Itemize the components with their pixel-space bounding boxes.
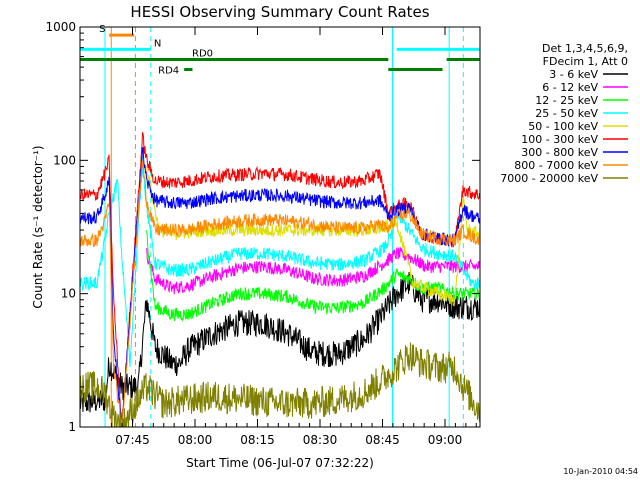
legend-header-1: FDecim 1, Att 0 [543,55,628,68]
x-tick-label-4: 08:45 [365,433,400,447]
series-line-1 [146,246,481,295]
x-axis-ticks: 07:45 08:00 08:15 08:30 08:45 09:00 [111,27,477,447]
chart-title: HESSI Observing Summary Count Rates [130,3,429,21]
x-axis-label: Start Time (06-Jul-07 07:32:22) [186,456,374,470]
legend: Det 1,3,4,5,6,9,FDecim 1, Att 03 - 6 keV… [500,42,628,185]
legend-entry-4: 50 - 100 keV [528,120,598,133]
y-tick-label-0: 1 [68,420,76,434]
series-line-7 [79,160,480,428]
flag-label-1: N [154,38,161,49]
flag-label-0: S [99,24,105,35]
series-line-0 [79,271,480,413]
legend-entry-8: 7000 - 20000 keV [500,172,598,185]
y-axis-ticks: 1 10 100 1000 [45,20,480,434]
legend-entry-6: 300 - 800 keV [521,146,598,159]
flag-label-3: RD0 [192,49,213,60]
y-tick-label-1: 10 [61,287,76,301]
flag-label-5: RD4 [158,66,179,77]
legend-entry-0: 3 - 6 keV [549,68,598,81]
legend-entry-1: 6 - 12 keV [542,81,598,94]
legend-entry-7: 800 - 7000 keV [514,159,598,172]
legend-entry-5: 100 - 300 keV [521,133,598,146]
legend-entry-3: 25 - 50 keV [535,107,598,120]
legend-header-0: Det 1,3,4,5,6,9, [542,42,628,55]
x-tick-label-5: 09:00 [428,433,463,447]
x-tick-label-3: 08:30 [303,433,338,447]
x-tick-label-0: 07:45 [115,433,150,447]
x-tick-label-1: 08:00 [178,433,213,447]
y-axis-label: Count Rate (s⁻¹ detector⁻¹) [31,145,45,308]
y-tick-label-2: 100 [53,153,76,167]
series-lines [79,132,481,428]
y-tick-label-3: 1000 [45,20,76,34]
series-line-2 [146,230,481,322]
series-line-8 [79,342,480,428]
plot-frame [79,26,481,428]
legend-entry-2: 12 - 25 keV [535,94,598,107]
x-tick-label-2: 08:15 [240,433,275,447]
plot-timestamp: 10-Jan-2010 04:54 [563,467,638,476]
series-line-5 [79,132,480,427]
status-flags: S N RD0 RD4 [80,24,480,77]
